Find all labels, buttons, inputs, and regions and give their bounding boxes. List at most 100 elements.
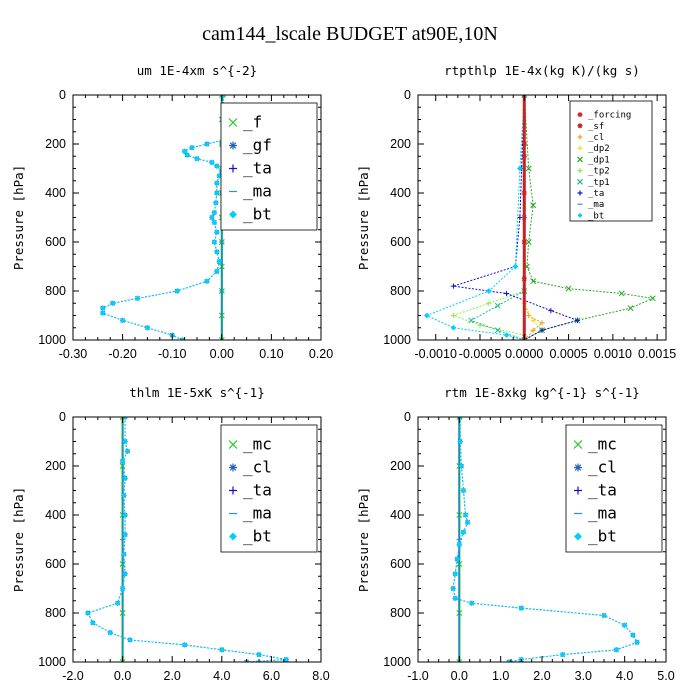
y-axis-label: Pressure [hPa] [356,165,371,270]
legend-marker [229,141,237,150]
data-point [122,438,129,445]
data-point [119,659,126,662]
legend: _f _gf _ta _ma _bt [220,102,318,231]
legend-marker [577,190,583,196]
legend-label: _bt [588,211,604,221]
data-point [213,268,220,275]
data-point [530,317,536,323]
legend-label: _mc [588,435,617,454]
data-point [211,219,218,226]
data-point [423,312,430,319]
series-group [450,417,641,662]
legend-label: _cl [588,133,604,143]
data-point [452,570,459,577]
data-point [211,239,218,245]
data-point [512,263,519,270]
data-point [181,641,188,648]
data-point [122,417,129,420]
data-point [468,600,475,607]
legend-label: _sf [588,122,604,132]
legend-label: _gf [243,136,272,155]
data-point [454,556,461,563]
y-tick-label: 0 [59,410,66,424]
y-tick-label: 0 [404,410,411,424]
legend-label: _mc [243,435,272,454]
data-point [120,551,127,558]
y-tick-label: 1000 [383,333,411,347]
data-point [627,305,634,312]
data-point [494,327,501,334]
data-point [530,278,537,285]
legend-marker [577,112,583,118]
legend-label: _tp1 [588,178,610,188]
data-point [618,290,625,297]
data-point [464,519,471,526]
data-point [208,214,215,221]
legend-marker [228,440,238,449]
panel-title: rtm 1E-8xkg kg^{-1} s^{-1} [444,385,640,400]
panel-title: um 1E-4xm s^{-2} [137,63,257,78]
data-point [486,300,492,306]
y-tick-label: 600 [45,557,66,571]
legend-marker [229,532,237,541]
data-point [649,295,656,302]
data-point [119,585,126,592]
data-point [144,324,151,331]
data-point [574,317,581,323]
data-point [530,202,537,209]
y-tick-label: 0 [404,88,411,102]
data-point [124,448,131,455]
x-tick-label: 0.00 [210,347,234,361]
y-tick-label: 600 [390,235,411,249]
y-tick-label: 1000 [38,333,66,347]
x-tick-label: 5.0 [657,669,674,683]
legend-label: _tp2 [588,167,610,177]
legend-label: _bt [243,205,272,224]
panel-title: thlm 1E-5xK s^{-1} [129,385,264,400]
legend: _mc _cl _ta _ma _bt [220,424,318,553]
chart-panel-2: rtpthlp 1E-4x(kg K)/(kg s) Pressure [hPa]… [356,63,676,361]
legend-marker [574,532,582,541]
data-point [213,248,220,255]
y-tick-label: 400 [45,186,66,200]
data-point [456,541,463,548]
data-point [601,612,607,619]
series-line-bt [425,95,525,340]
data-point [621,622,628,629]
data-point [114,600,121,607]
series-line-ta [453,95,580,340]
series-line-tp1 [469,95,525,340]
data-point [174,288,181,294]
data-point [485,288,492,294]
y-tick-label: 200 [390,459,411,473]
legend-marker [229,210,237,219]
legend-box [569,100,653,222]
data-point [107,629,114,636]
legend-box [220,102,318,231]
x-tick-label: -0.20 [108,347,137,361]
legend-marker [573,440,583,449]
data-point [213,180,220,187]
data-point [468,317,475,324]
y-tick-label: 400 [390,508,411,522]
series-line-tp2 [451,95,525,336]
data-point [213,190,220,196]
data-point [521,95,528,98]
data-point [629,632,636,639]
data-point [194,155,200,162]
data-point [218,646,225,653]
data-point [456,659,463,662]
legend-label: _ta [588,189,604,199]
data-point [450,585,457,592]
legend-label: _dp2 [588,144,610,154]
data-point [503,332,510,339]
data-point [218,337,225,340]
data-point [539,320,545,326]
y-axis-label: Pressure [hPa] [356,487,371,592]
series-line-cl [523,95,543,340]
legend-marker [229,486,237,495]
data-point [559,651,566,658]
data-point [452,595,459,602]
legend-label: _ta [588,481,617,500]
